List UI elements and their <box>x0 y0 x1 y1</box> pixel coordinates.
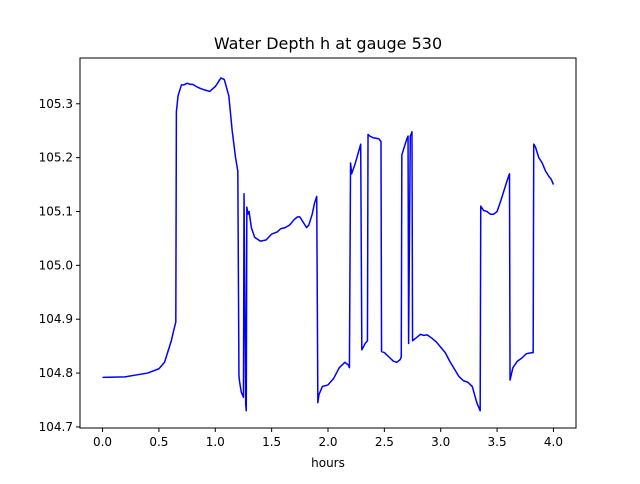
x-tick-label: 1.0 <box>206 435 225 449</box>
x-tick-label: 3.0 <box>431 435 450 449</box>
y-tick-label: 104.8 <box>39 366 73 380</box>
y-tick-label: 105.2 <box>39 151 73 165</box>
y-tick-label: 104.9 <box>39 312 73 326</box>
y-tick-label: 105.0 <box>39 258 73 272</box>
x-axis: 0.0 0.5 1.0 1.5 2.0 2.5 3.0 3.5 4.0 <box>93 428 563 449</box>
chart-title: Water Depth h at gauge 530 <box>214 34 442 53</box>
x-tick-label: 1.5 <box>262 435 281 449</box>
x-tick-label: 2.5 <box>375 435 394 449</box>
series-line-0 <box>102 77 555 412</box>
y-tick-label: 105.1 <box>39 204 73 218</box>
x-tick-label: 0.0 <box>93 435 112 449</box>
y-tick-label: 105.3 <box>39 97 73 111</box>
x-tick-label: 2.0 <box>318 435 337 449</box>
series-layer <box>102 77 555 412</box>
x-tick-label: 0.5 <box>149 435 168 449</box>
y-tick-label: 104.7 <box>39 420 73 434</box>
y-axis: 104.7 104.8 104.9 105.0 105.1 105.2 105.3 <box>39 97 80 434</box>
x-axis-label: hours <box>311 456 345 470</box>
x-tick-label: 3.5 <box>488 435 507 449</box>
x-tick-label: 4.0 <box>544 435 563 449</box>
